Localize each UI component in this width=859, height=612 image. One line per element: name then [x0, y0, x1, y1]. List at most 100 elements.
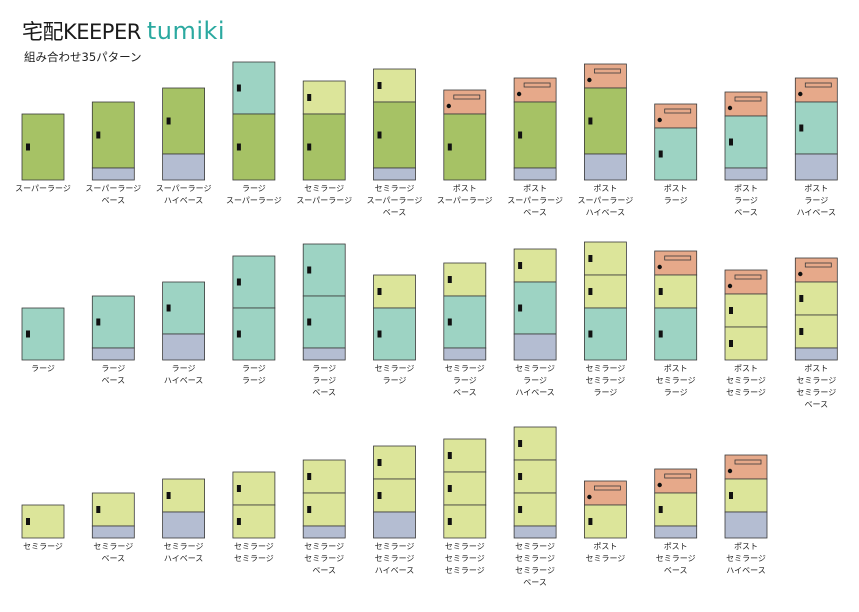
combination-caption: ベース [664, 566, 688, 575]
combination-caption: ベース [383, 208, 407, 217]
door-handle-icon [96, 131, 101, 139]
module-super-large [302, 113, 346, 181]
combination-caption: セミラージ [796, 376, 836, 385]
door-handle-icon [307, 473, 312, 480]
door-handle-icon [729, 492, 733, 499]
combination-caption: ラージ [312, 364, 336, 373]
module-post [724, 269, 768, 295]
combination-caption: ポスト [523, 184, 547, 193]
combination-1-1[interactable]: スーパーラージ [15, 113, 71, 193]
combination-caption: ポスト [734, 184, 758, 193]
combination-caption: セミラージ [445, 364, 485, 373]
door-handle-icon [518, 473, 523, 480]
module-base [302, 347, 346, 361]
combination-caption: セミラージ [726, 376, 766, 385]
combination-caption: ハイベース [375, 566, 414, 575]
door-handle-icon [307, 506, 312, 513]
combination-caption: セミラージ [656, 554, 696, 563]
combination-caption: ベース [101, 376, 125, 385]
combination-caption: ラージ [172, 364, 196, 373]
combination-caption: セミラージ [445, 542, 485, 551]
combination-caption: ベース [804, 400, 828, 409]
combination-caption: ラージ [312, 376, 336, 385]
combination-caption: ハイベース [797, 208, 836, 217]
combination-caption: ラージ [101, 364, 125, 373]
combination-caption: ハイベース [515, 388, 554, 397]
lock-icon [446, 103, 451, 109]
combination-caption: セミラージ [515, 566, 555, 575]
door-handle-icon [658, 506, 663, 513]
combination-caption: ポスト [734, 364, 758, 373]
combination-caption: セミラージ [585, 554, 625, 563]
combination-caption: ハイベース [586, 208, 625, 217]
combination-caption: セミラージ [93, 542, 133, 551]
module-base [513, 167, 557, 181]
combination-caption: セミラージ [726, 388, 766, 397]
door-handle-icon [166, 304, 171, 312]
combination-caption: ポスト [734, 542, 758, 551]
combination-caption: ポスト [453, 184, 477, 193]
module-base [513, 525, 557, 539]
module-high-base [513, 333, 557, 361]
door-handle-icon [447, 518, 452, 525]
combination-caption: ベース [734, 208, 758, 217]
module-base [91, 347, 135, 361]
door-handle-icon [96, 318, 101, 326]
door-handle-icon [658, 330, 663, 338]
door-handle-icon [307, 94, 312, 101]
combination-caption: ハイベース [164, 196, 203, 205]
combination-2-1[interactable]: ラージ [21, 307, 65, 373]
door-handle-icon [518, 304, 523, 312]
combination-caption: セミラージ [234, 554, 274, 563]
combination-caption: セミラージ [375, 364, 415, 373]
brand-name: 宅配KEEPER [22, 20, 141, 44]
module-post [584, 480, 627, 506]
combination-caption: セミラージ [515, 554, 555, 563]
mail-slot-icon [664, 473, 692, 479]
door-handle-icon [588, 288, 593, 295]
combination-caption: セミラージ [796, 388, 836, 397]
mail-slot-icon [804, 82, 832, 88]
combination-3-1[interactable]: セミラージ [21, 504, 65, 551]
door-handle-icon [729, 138, 733, 146]
combination-caption: ベース [312, 388, 336, 397]
module-semi-large [724, 326, 768, 361]
module-high-base [724, 511, 768, 539]
door-handle-icon [236, 485, 241, 492]
door-handle-icon [377, 492, 382, 499]
combination-caption: スーパーラージ [437, 196, 493, 205]
combination-caption: ポスト [664, 364, 688, 373]
